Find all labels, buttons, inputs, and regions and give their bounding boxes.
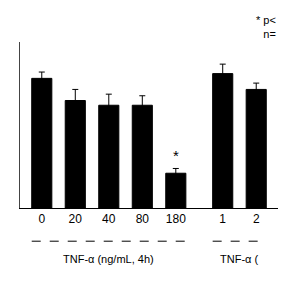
svg-text:*: * [173, 147, 179, 164]
svg-text:20: 20 [69, 212, 83, 226]
svg-text:TNF-α (: TNF-α ( [220, 253, 258, 265]
svg-text:0: 0 [38, 212, 45, 226]
svg-text:180: 180 [166, 212, 186, 226]
svg-text:40: 40 [102, 212, 116, 226]
svg-text:2: 2 [253, 212, 260, 226]
svg-text:TNF-α (ng/mL, 4h): TNF-α (ng/mL, 4h) [63, 253, 154, 265]
svg-text:80: 80 [136, 212, 150, 226]
svg-text:1: 1 [219, 212, 226, 226]
svg-text:* p<n=: * p<n= [256, 14, 276, 40]
